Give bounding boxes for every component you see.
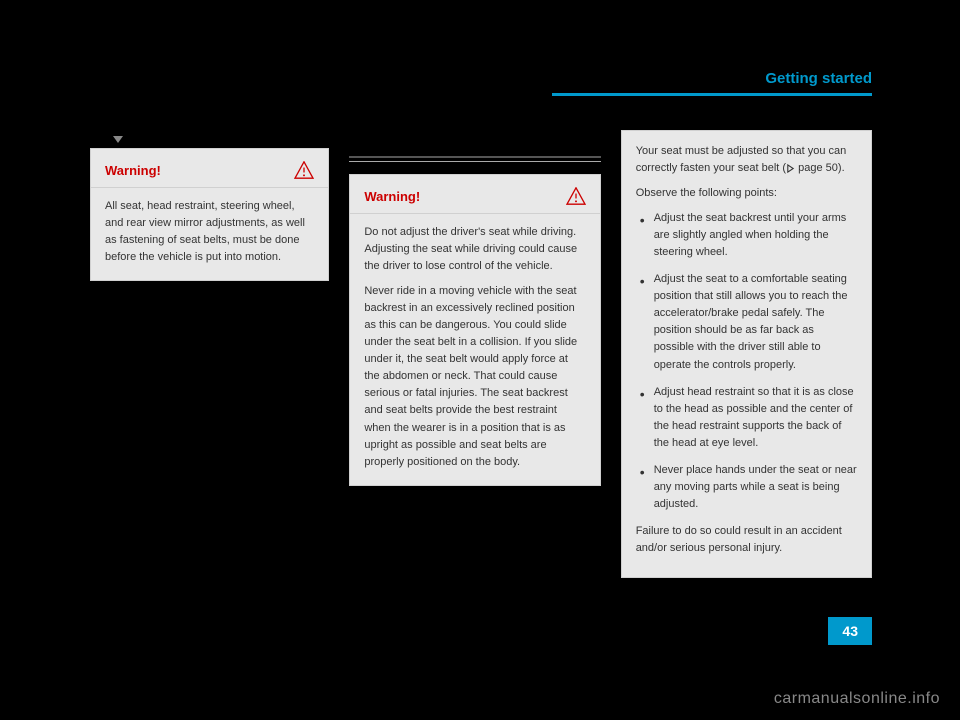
page-subtitle: Adjusting xyxy=(812,102,872,117)
warning-body: Do not adjust the driver's seat while dr… xyxy=(350,214,599,485)
page-number-tab: 43 xyxy=(828,617,872,645)
list-item: Never place hands under the seat or near… xyxy=(636,462,857,513)
info-observe: Observe the following points: xyxy=(636,185,857,202)
section-title-seats: Seats xyxy=(349,138,600,152)
breadcrumb: Getting started xyxy=(765,70,872,87)
section-rule-thin xyxy=(349,161,600,162)
info-list: Adjust the seat backrest until your arms… xyxy=(636,210,857,513)
info-intro-b: ). xyxy=(838,162,845,174)
column-2: Seats Warning! Do not adjust the driver'… xyxy=(349,130,600,578)
column-1: Warning! All seat, head restraint, steer… xyxy=(90,130,329,578)
warning-triangle-icon xyxy=(294,161,314,179)
header-rule xyxy=(552,93,872,96)
warning-triangle-icon xyxy=(566,187,586,205)
warning-title: Warning! xyxy=(364,189,420,204)
column-3: Your seat must be adjusted so that you c… xyxy=(621,130,872,578)
page-ref-icon xyxy=(786,164,795,173)
list-item: Adjust the seat backrest until your arms… xyxy=(636,210,857,261)
warning-box-1: Warning! All seat, head restraint, steer… xyxy=(90,148,329,281)
breadcrumb-container: Getting started xyxy=(765,70,872,88)
list-item: Adjust head restraint so that it is as c… xyxy=(636,384,857,452)
info-box: Your seat must be adjusted so that you c… xyxy=(621,130,872,578)
warning-body: All seat, head restraint, steering wheel… xyxy=(91,188,328,280)
warning-box-2: Warning! Do not adjust the driver's seat… xyxy=(349,174,600,486)
warning-header: Warning! xyxy=(91,149,328,188)
warning-p1: Do not adjust the driver's seat while dr… xyxy=(364,224,585,275)
section-rule-thick xyxy=(349,156,600,158)
warning-text: All seat, head restraint, steering wheel… xyxy=(105,198,314,266)
warning-header: Warning! xyxy=(350,175,599,214)
info-page-ref: page 50 xyxy=(798,162,838,174)
list-item: Adjust the seat to a comfortable seating… xyxy=(636,271,857,373)
watermark: carmanualsonline.info xyxy=(774,690,940,708)
main-content: Warning! All seat, head restraint, steer… xyxy=(90,130,872,578)
warning-title: Warning! xyxy=(105,163,161,178)
info-outro: Failure to do so could result in an acci… xyxy=(636,523,857,557)
info-intro: Your seat must be adjusted so that you c… xyxy=(636,143,857,177)
warning-p2: Never ride in a moving vehicle with the … xyxy=(364,283,585,471)
